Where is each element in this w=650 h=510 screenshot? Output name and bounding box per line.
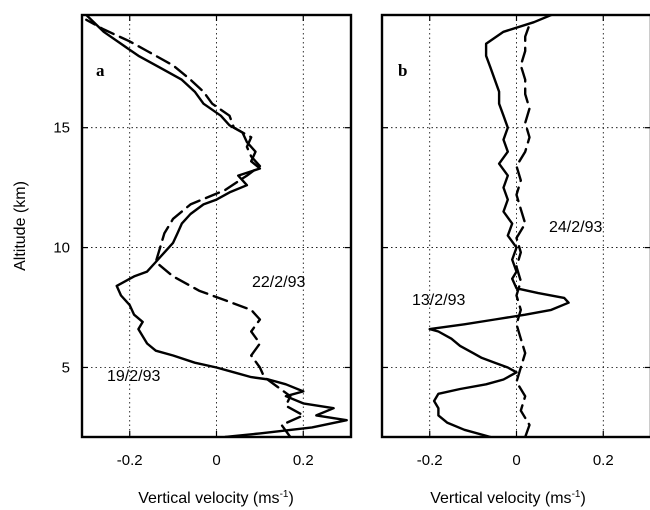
panel-a: -0.2 0 0.2 5 10 15 a 19/2/93 22/2/93 [53,13,353,469]
x-axis-label-b: Vertical velocity (ms-1) [430,489,586,507]
series-line-24-2-93 [515,23,531,437]
x-tick-label: 0.2 [593,452,614,469]
x-tick-label: -0.2 [117,452,143,469]
panel-label-b: b [398,61,407,80]
series-label-24-2-93: 24/2/93 [549,219,602,236]
series-label-22-2-93: 22/2/93 [252,274,305,291]
y-tick-label: 10 [53,240,70,257]
y-tick-label: 5 [62,359,70,376]
ticks-b: -0.2 0 0.2 [382,15,650,469]
panel-b: -0.2 0 0.2 b 13/2/93 24/2/93 [380,13,650,469]
series-group-a [85,15,348,437]
x-tick-label: -0.2 [417,452,443,469]
x-axis-label-a: Vertical velocity (ms-1) [138,489,294,507]
series-line-19-2-93 [85,15,348,437]
y-axis-label: Altitude (km) [12,181,29,271]
panel-label-a: a [96,61,105,80]
series-label-19-2-93: 19/2/93 [107,368,160,385]
series-label-13-2-93: 13/2/93 [412,292,465,309]
ticks-a: -0.2 0 0.2 5 10 15 [53,15,351,469]
y-tick-label: 15 [53,120,70,137]
grid-b [382,15,650,437]
series-line-13-2-93 [428,15,570,437]
series-line-22-2-93 [85,18,305,437]
x-tick-label: 0.2 [293,452,314,469]
x-tick-label: 0 [212,452,220,469]
x-tick-label: 0 [512,452,520,469]
series-group-b [428,15,570,437]
